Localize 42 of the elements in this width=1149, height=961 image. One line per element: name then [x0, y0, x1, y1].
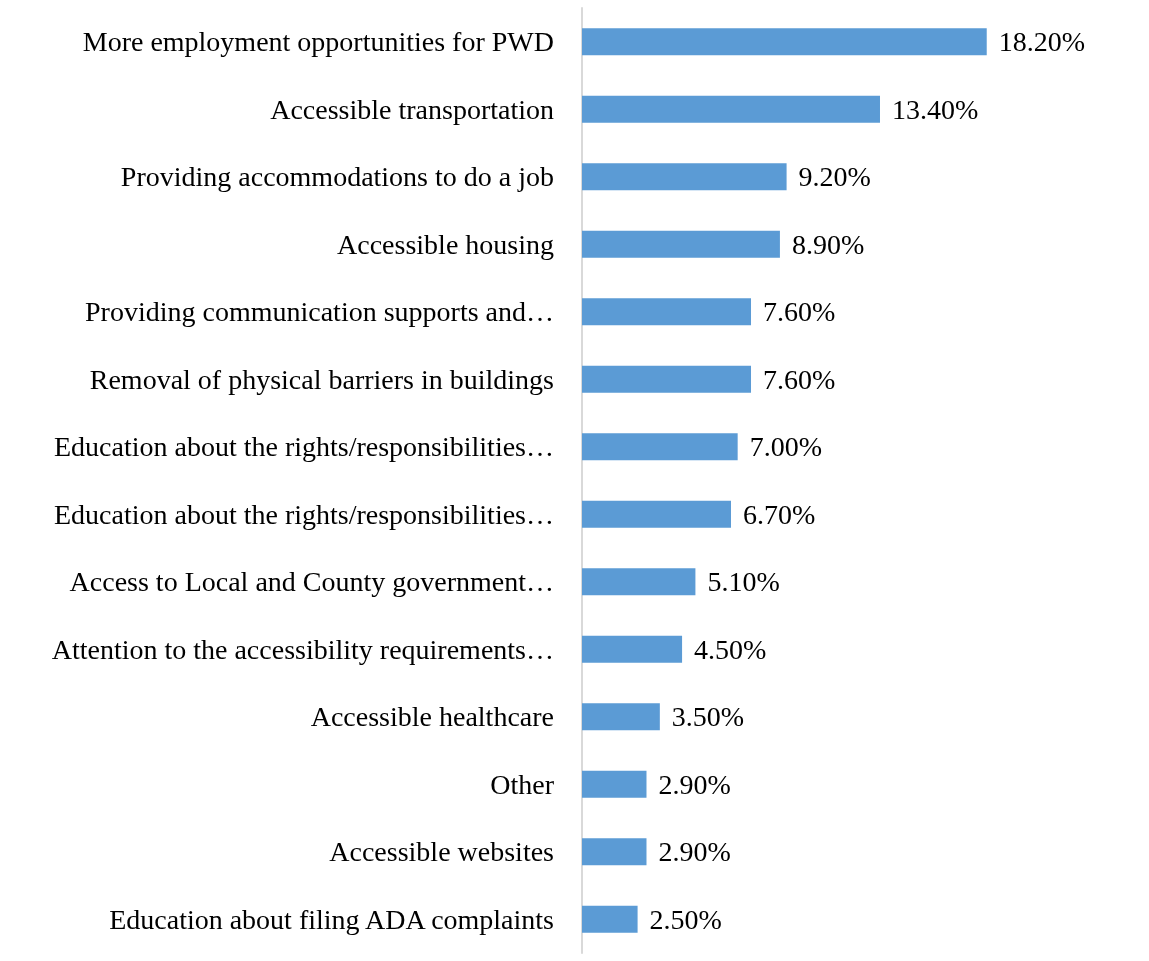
data-label: 2.50%	[649, 903, 722, 935]
bar	[582, 163, 787, 191]
y-tick-label: Access to Local and County government…	[69, 566, 554, 598]
bar	[582, 365, 752, 393]
y-tick-label: Providing accommodations to do a job	[120, 161, 554, 193]
bar	[582, 568, 696, 596]
data-label: 7.00%	[749, 431, 822, 463]
bar	[582, 28, 987, 56]
y-tick-label: Education about filing ADA complaints	[109, 903, 554, 935]
data-label: 8.90%	[791, 228, 865, 260]
y-tick-label: More employment opportunities for PWD	[82, 26, 554, 58]
bar	[582, 298, 752, 326]
y-tick-label: Removal of physical barriers in buildings	[89, 363, 554, 395]
bar	[582, 433, 738, 461]
data-label: 3.50%	[671, 701, 745, 733]
bar	[582, 500, 731, 528]
bar	[582, 905, 638, 933]
data-label: 5.10%	[707, 566, 780, 598]
bar	[582, 770, 647, 798]
y-tick-label: Attention to the accessibility requirements…	[51, 633, 554, 665]
data-label: 7.60%	[763, 363, 836, 395]
data-label: 2.90%	[658, 768, 731, 800]
y-tick-label: Accessible housing	[337, 228, 554, 260]
y-tick-label: Accessible healthcare	[310, 701, 554, 733]
bar	[582, 230, 780, 258]
data-label: 9.20%	[798, 161, 871, 193]
data-label: 6.70%	[743, 498, 816, 530]
y-tick-label: Other	[490, 768, 555, 800]
data-label: 18.20%	[998, 26, 1086, 58]
bar	[582, 703, 660, 731]
y-tick-label: Education about the rights/responsibilities…	[53, 498, 554, 530]
bar	[582, 95, 880, 123]
bar	[582, 838, 647, 866]
bar	[582, 635, 683, 663]
data-label: 13.40%	[891, 93, 979, 125]
y-tick-label: Education about the rights/responsibilities…	[53, 431, 554, 463]
data-label: 2.90%	[658, 836, 731, 868]
data-label: 4.50%	[694, 633, 767, 665]
y-tick-label: Accessible websites	[329, 836, 554, 868]
data-label: 7.60%	[763, 296, 836, 328]
y-tick-label: Providing communication supports and…	[85, 296, 554, 328]
y-tick-label: Accessible transportation	[270, 93, 554, 125]
